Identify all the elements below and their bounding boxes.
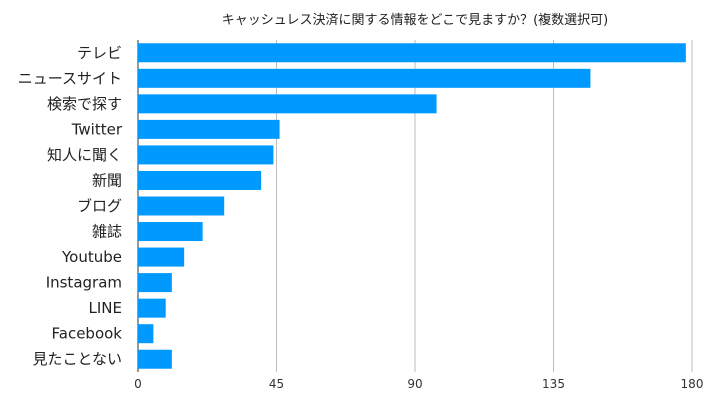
category-label: LINE (89, 299, 122, 317)
x-tick-labels: 0 45 90 135 180 (134, 377, 703, 391)
bar (138, 94, 437, 114)
category-label: Facebook (52, 325, 123, 343)
bar (138, 298, 166, 318)
bar (138, 170, 262, 190)
category-label: 見たことない (32, 350, 122, 368)
bar (138, 196, 225, 216)
bar (138, 324, 154, 344)
category-label: 検索で探す (47, 95, 122, 113)
bar (138, 247, 185, 267)
category-label: 新聞 (92, 171, 122, 189)
bar (138, 43, 686, 63)
category-label: テレビ (77, 44, 122, 62)
x-tick-label: 45 (269, 377, 284, 391)
category-label: ニュースサイト (18, 69, 122, 87)
bar (138, 273, 172, 293)
bar (138, 68, 591, 88)
bar (138, 119, 280, 139)
category-label: 知人に聞く (47, 146, 122, 164)
category-label: Youtube (61, 248, 122, 266)
x-tick-label: 90 (407, 377, 422, 391)
x-tick-label: 180 (681, 377, 704, 391)
chart-title: キャッシュレス決済に関する情報をどこで見ますか？(複数選択可) (222, 12, 609, 28)
bar (138, 349, 172, 369)
category-label: 雑誌 (92, 223, 122, 241)
category-label: Twitter (71, 120, 123, 138)
x-tick-label: 135 (542, 377, 565, 391)
bar (138, 145, 274, 165)
category-label: ブログ (77, 197, 122, 215)
x-tick-label: 0 (134, 377, 142, 391)
category-label: Instagram (46, 274, 122, 292)
bar (138, 222, 203, 242)
bars (138, 43, 686, 369)
